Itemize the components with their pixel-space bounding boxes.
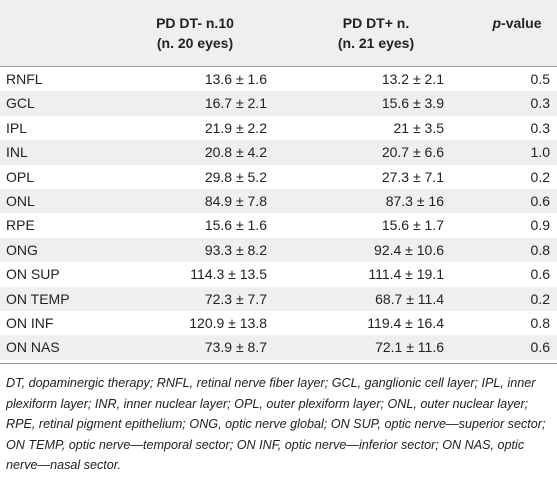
cell-pd-dt-minus: 120.9 ± 13.8 [189,314,267,331]
row-label: ONL [6,192,35,209]
header-pd-dt-minus-line2: (n. 20 eyes) [156,35,234,51]
header-pd-dt-minus: PD DT- n.10 (n. 20 eyes) [120,13,270,53]
table-row: ONL 84.9 ± 7.8 87.3 ± 16 0.6 [0,188,557,214]
row-label: ONG [6,241,38,258]
table-row: ON SUP 114.3 ± 13.5 111.4 ± 19.1 0.6 [0,262,557,286]
cell-pd-dt-plus: 15.6 ± 3.9 [381,95,444,112]
row-label: IPL [6,119,28,136]
header-pd-dt-plus: PD DT+ n. (n. 21 eyes) [303,13,449,53]
header-pd-dt-minus-line1: PD DT- n.10 [156,15,234,31]
table-row: INL 20.8 ± 4.2 20.7 ± 6.6 1.0 [0,140,557,165]
row-label: ON TEMP [6,290,70,307]
table-row: ON INF 120.9 ± 13.8 119.4 ± 16.4 0.8 [0,311,557,335]
cell-p-value: 0.6 [530,192,550,209]
table-header: PD DT- n.10 (n. 20 eyes) PD DT+ n. (n. 2… [0,0,557,67]
cell-pd-dt-minus: 13.6 ± 1.6 [204,71,267,87]
cell-p-value: 0.2 [530,290,550,307]
cell-pd-dt-plus: 119.4 ± 16.4 [367,314,444,331]
cell-pd-dt-plus: 13.2 ± 2.1 [381,71,444,87]
table-body: RNFL 13.6 ± 1.6 13.2 ± 2.1 0.5 GCL 16.7 ± 2.1… [0,67,557,360]
cell-pd-dt-minus: 15.6 ± 1.6 [204,217,267,234]
table-row: OPL 29.8 ± 5.2 27.3 ± 7.1 0.2 [0,165,557,189]
row-label: ON INF [6,314,54,331]
cell-p-value: 0.3 [530,119,550,136]
cell-pd-dt-minus: 93.3 ± 8.2 [204,241,267,258]
row-label: OPL [6,168,35,185]
row-label: ON SUP [6,266,60,283]
cell-pd-dt-minus: 84.9 ± 7.8 [204,192,267,209]
row-label: RNFL [6,71,43,87]
header-pd-dt-plus-line2: (n. 21 eyes) [337,35,415,51]
header-pd-dt-plus-line1: PD DT+ n. [342,15,410,31]
table-row: ON NAS 73.9 ± 8.7 72.1 ± 11.6 0.6 [0,335,557,360]
cell-pd-dt-plus: 72.1 ± 11.6 [375,339,444,356]
cell-pd-dt-plus: 20.7 ± 6.6 [381,144,444,161]
table-row: RNFL 13.6 ± 1.6 13.2 ± 2.1 0.5 [0,67,557,91]
cell-p-value: 0.3 [530,95,550,112]
table-row: GCL 16.7 ± 2.1 15.6 ± 3.9 0.3 [0,91,557,116]
table-footnote: DT, dopaminergic therapy; RNFL, retinal … [0,363,557,481]
row-label: ON NAS [6,339,60,356]
table-row: RPE 15.6 ± 1.6 15.6 ± 1.7 0.9 [0,213,557,237]
cell-pd-dt-minus: 72.3 ± 7.7 [204,290,267,307]
cell-pd-dt-minus: 29.8 ± 5.2 [204,168,267,185]
cell-pd-dt-minus: 73.9 ± 8.7 [204,339,267,356]
cell-pd-dt-plus: 92.4 ± 10.6 [374,241,444,258]
cell-pd-dt-plus: 27.3 ± 7.1 [381,168,444,185]
cell-p-value: 0.9 [530,217,550,234]
cell-p-value: 0.6 [530,339,550,356]
row-label: GCL [6,95,35,112]
table-row: ONG 93.3 ± 8.2 92.4 ± 10.6 0.8 [0,237,557,263]
row-label: RPE [6,217,35,234]
cell-pd-dt-plus: 87.3 ± 16 [385,192,444,209]
cell-p-value: 0.2 [530,168,550,185]
row-label: INL [6,144,28,161]
cell-pd-dt-minus: 21.9 ± 2.2 [204,119,267,136]
cell-p-value: 0.8 [530,241,550,258]
cell-pd-dt-minus: 20.8 ± 4.2 [204,144,267,161]
header-p-value: p-value [480,13,554,33]
cell-pd-dt-plus: 21 ± 3.5 [393,119,445,136]
cell-p-value: 0.8 [530,314,550,331]
cell-p-value: 0.6 [530,266,550,283]
cell-pd-dt-plus: 68.7 ± 11.4 [375,290,444,307]
cell-pd-dt-plus: 111.4 ± 19.1 [368,266,444,283]
cell-pd-dt-plus: 15.6 ± 1.7 [381,217,444,234]
cell-p-value: 0.5 [530,71,550,87]
table-row: IPL 21.9 ± 2.2 21 ± 3.5 0.3 [0,116,557,140]
header-p-italic: p [492,15,502,31]
table-row: ON TEMP 72.3 ± 7.7 68.7 ± 11.4 0.2 [0,286,557,311]
cell-pd-dt-minus: 114.3 ± 13.5 [190,266,267,283]
header-p-rest: -value [501,15,542,31]
cell-pd-dt-minus: 16.7 ± 2.1 [204,95,267,112]
cell-p-value: 1.0 [530,144,550,161]
